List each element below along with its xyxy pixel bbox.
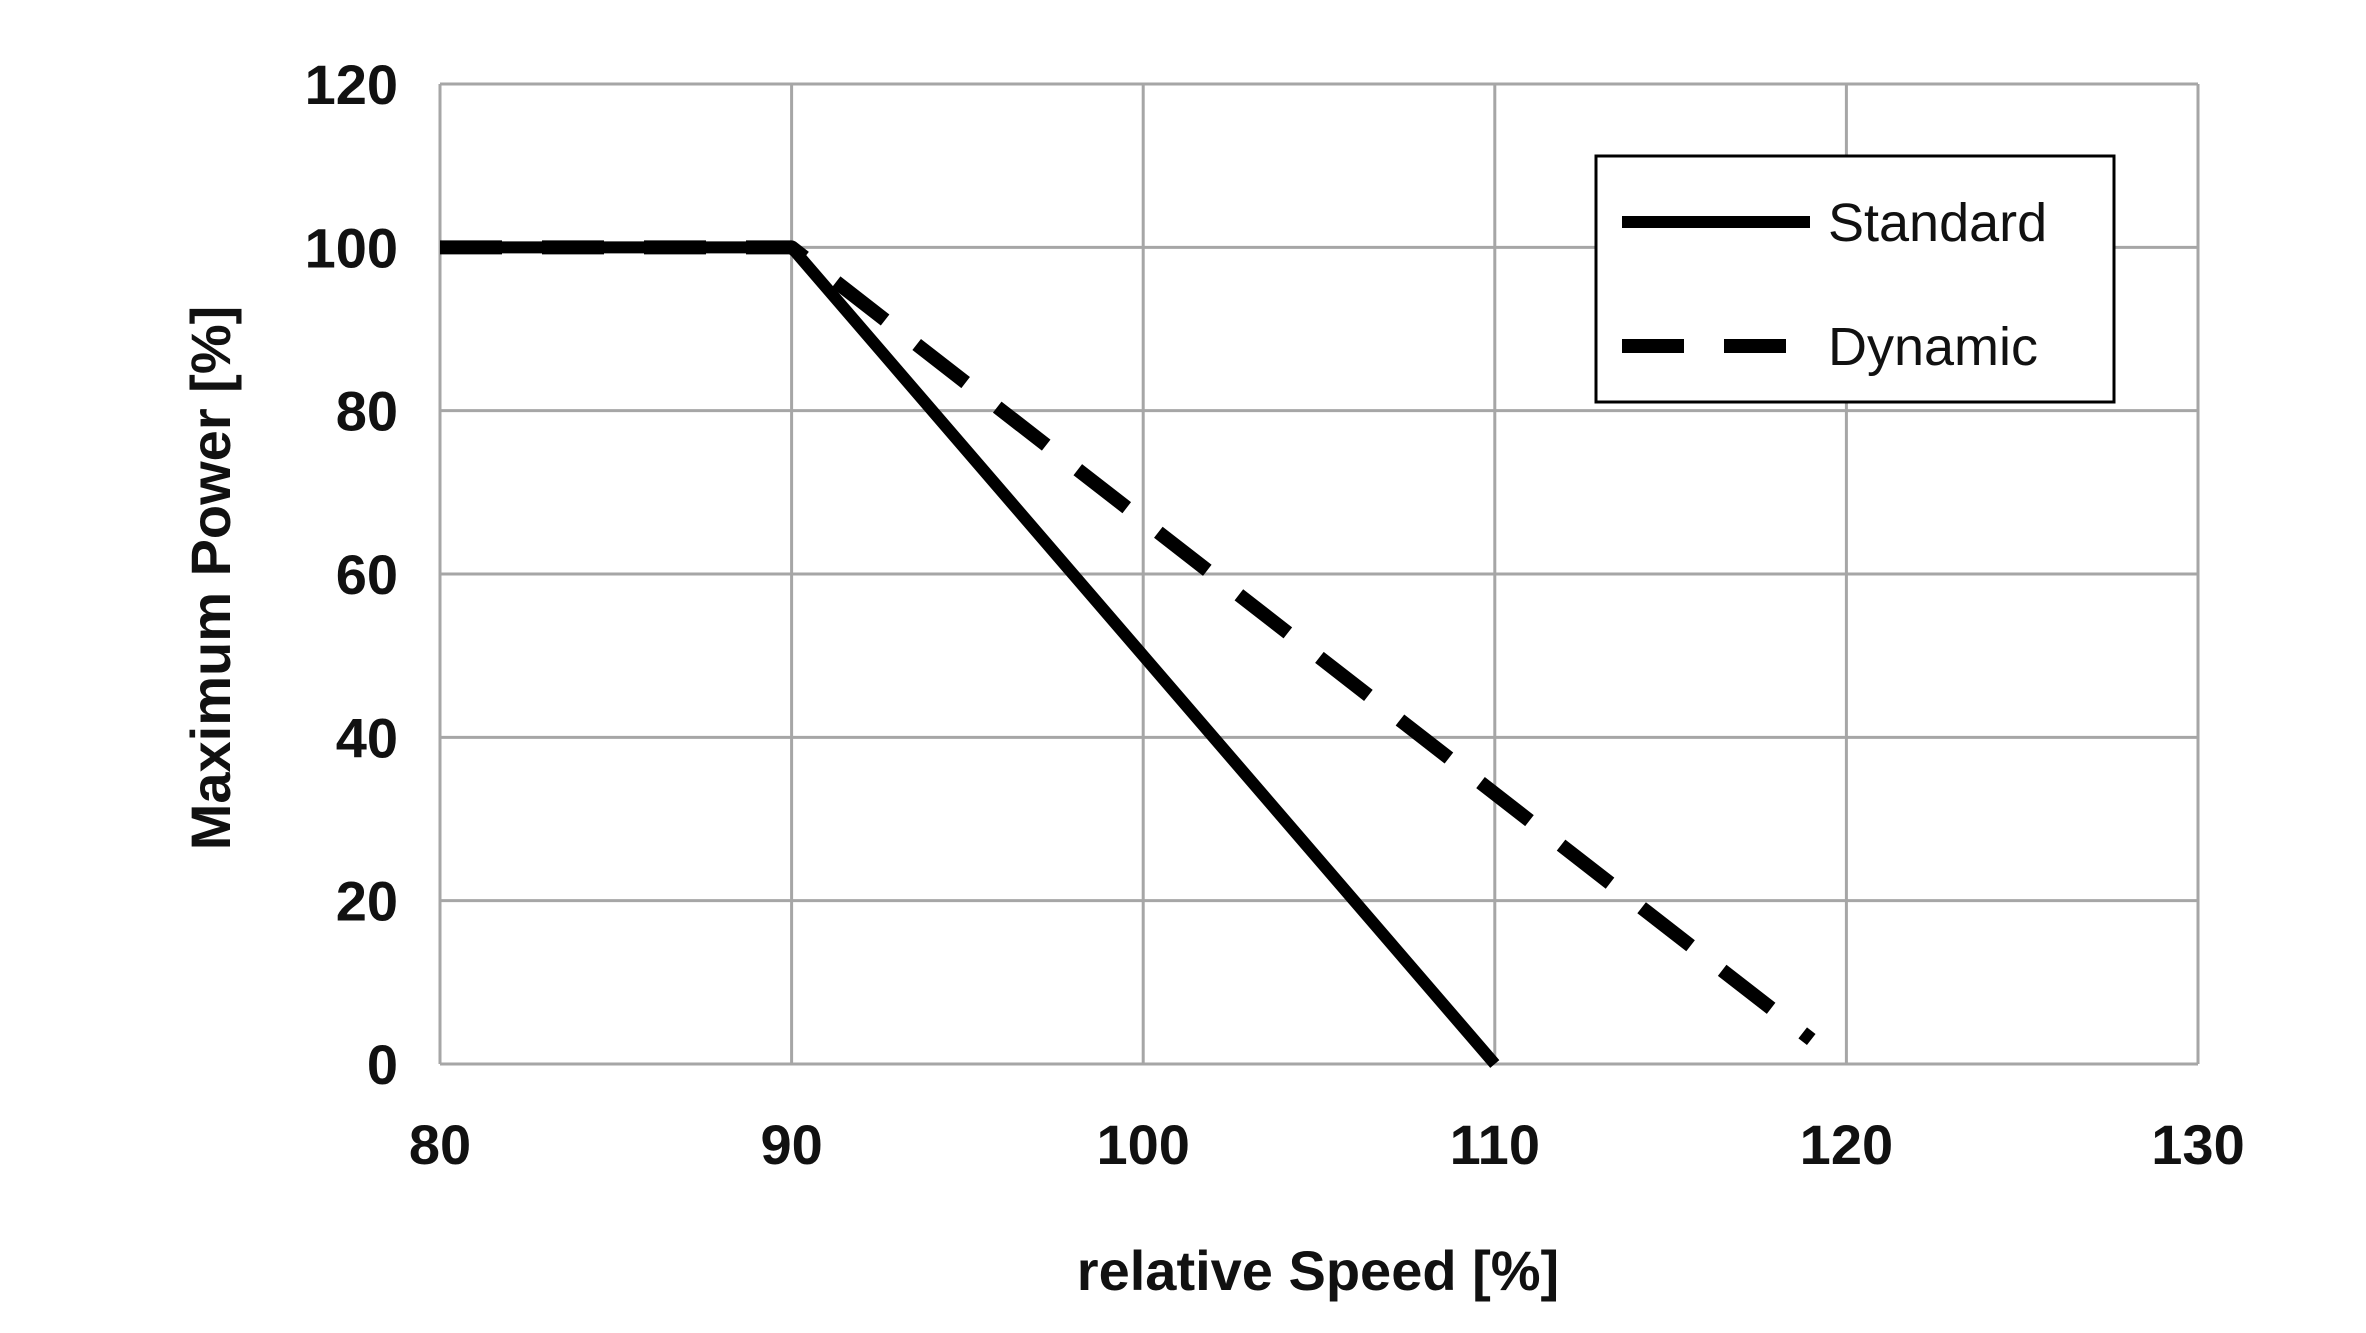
- x-tick-label: 100: [1096, 1113, 1189, 1176]
- series-line-dynamic: [440, 240, 1816, 1046]
- y-tick-label: 20: [336, 870, 398, 933]
- x-tick-label: 130: [2151, 1113, 2244, 1176]
- legend-label: Dynamic: [1828, 317, 2038, 377]
- y-tick-label: 0: [367, 1033, 398, 1096]
- x-tick-label: 90: [760, 1113, 822, 1176]
- legend: Standard Dynamic: [1594, 154, 2116, 404]
- y-tick-label: 60: [336, 543, 398, 606]
- x-axis-title: relative Speed [%]: [1077, 1239, 1559, 1302]
- y-tick-label: 100: [305, 216, 398, 279]
- series-line-standard: [440, 241, 1500, 1068]
- x-tick-label: 80: [409, 1113, 471, 1176]
- legend-label: Standard: [1828, 193, 2047, 253]
- y-tick-label: 80: [336, 380, 398, 443]
- y-axis-title: Maximum Power [%]: [179, 306, 242, 851]
- tick-labels: 80 90 100 110 120 130 0 20 40 60 80 100 120: [305, 53, 2245, 1176]
- x-tick-label: 110: [1450, 1113, 1540, 1176]
- y-tick-label: 40: [336, 706, 398, 769]
- x-tick-label: 120: [1800, 1113, 1893, 1176]
- legend-box: [1594, 154, 2116, 404]
- series-lines: [440, 240, 1816, 1068]
- y-tick-label: 120: [305, 53, 398, 116]
